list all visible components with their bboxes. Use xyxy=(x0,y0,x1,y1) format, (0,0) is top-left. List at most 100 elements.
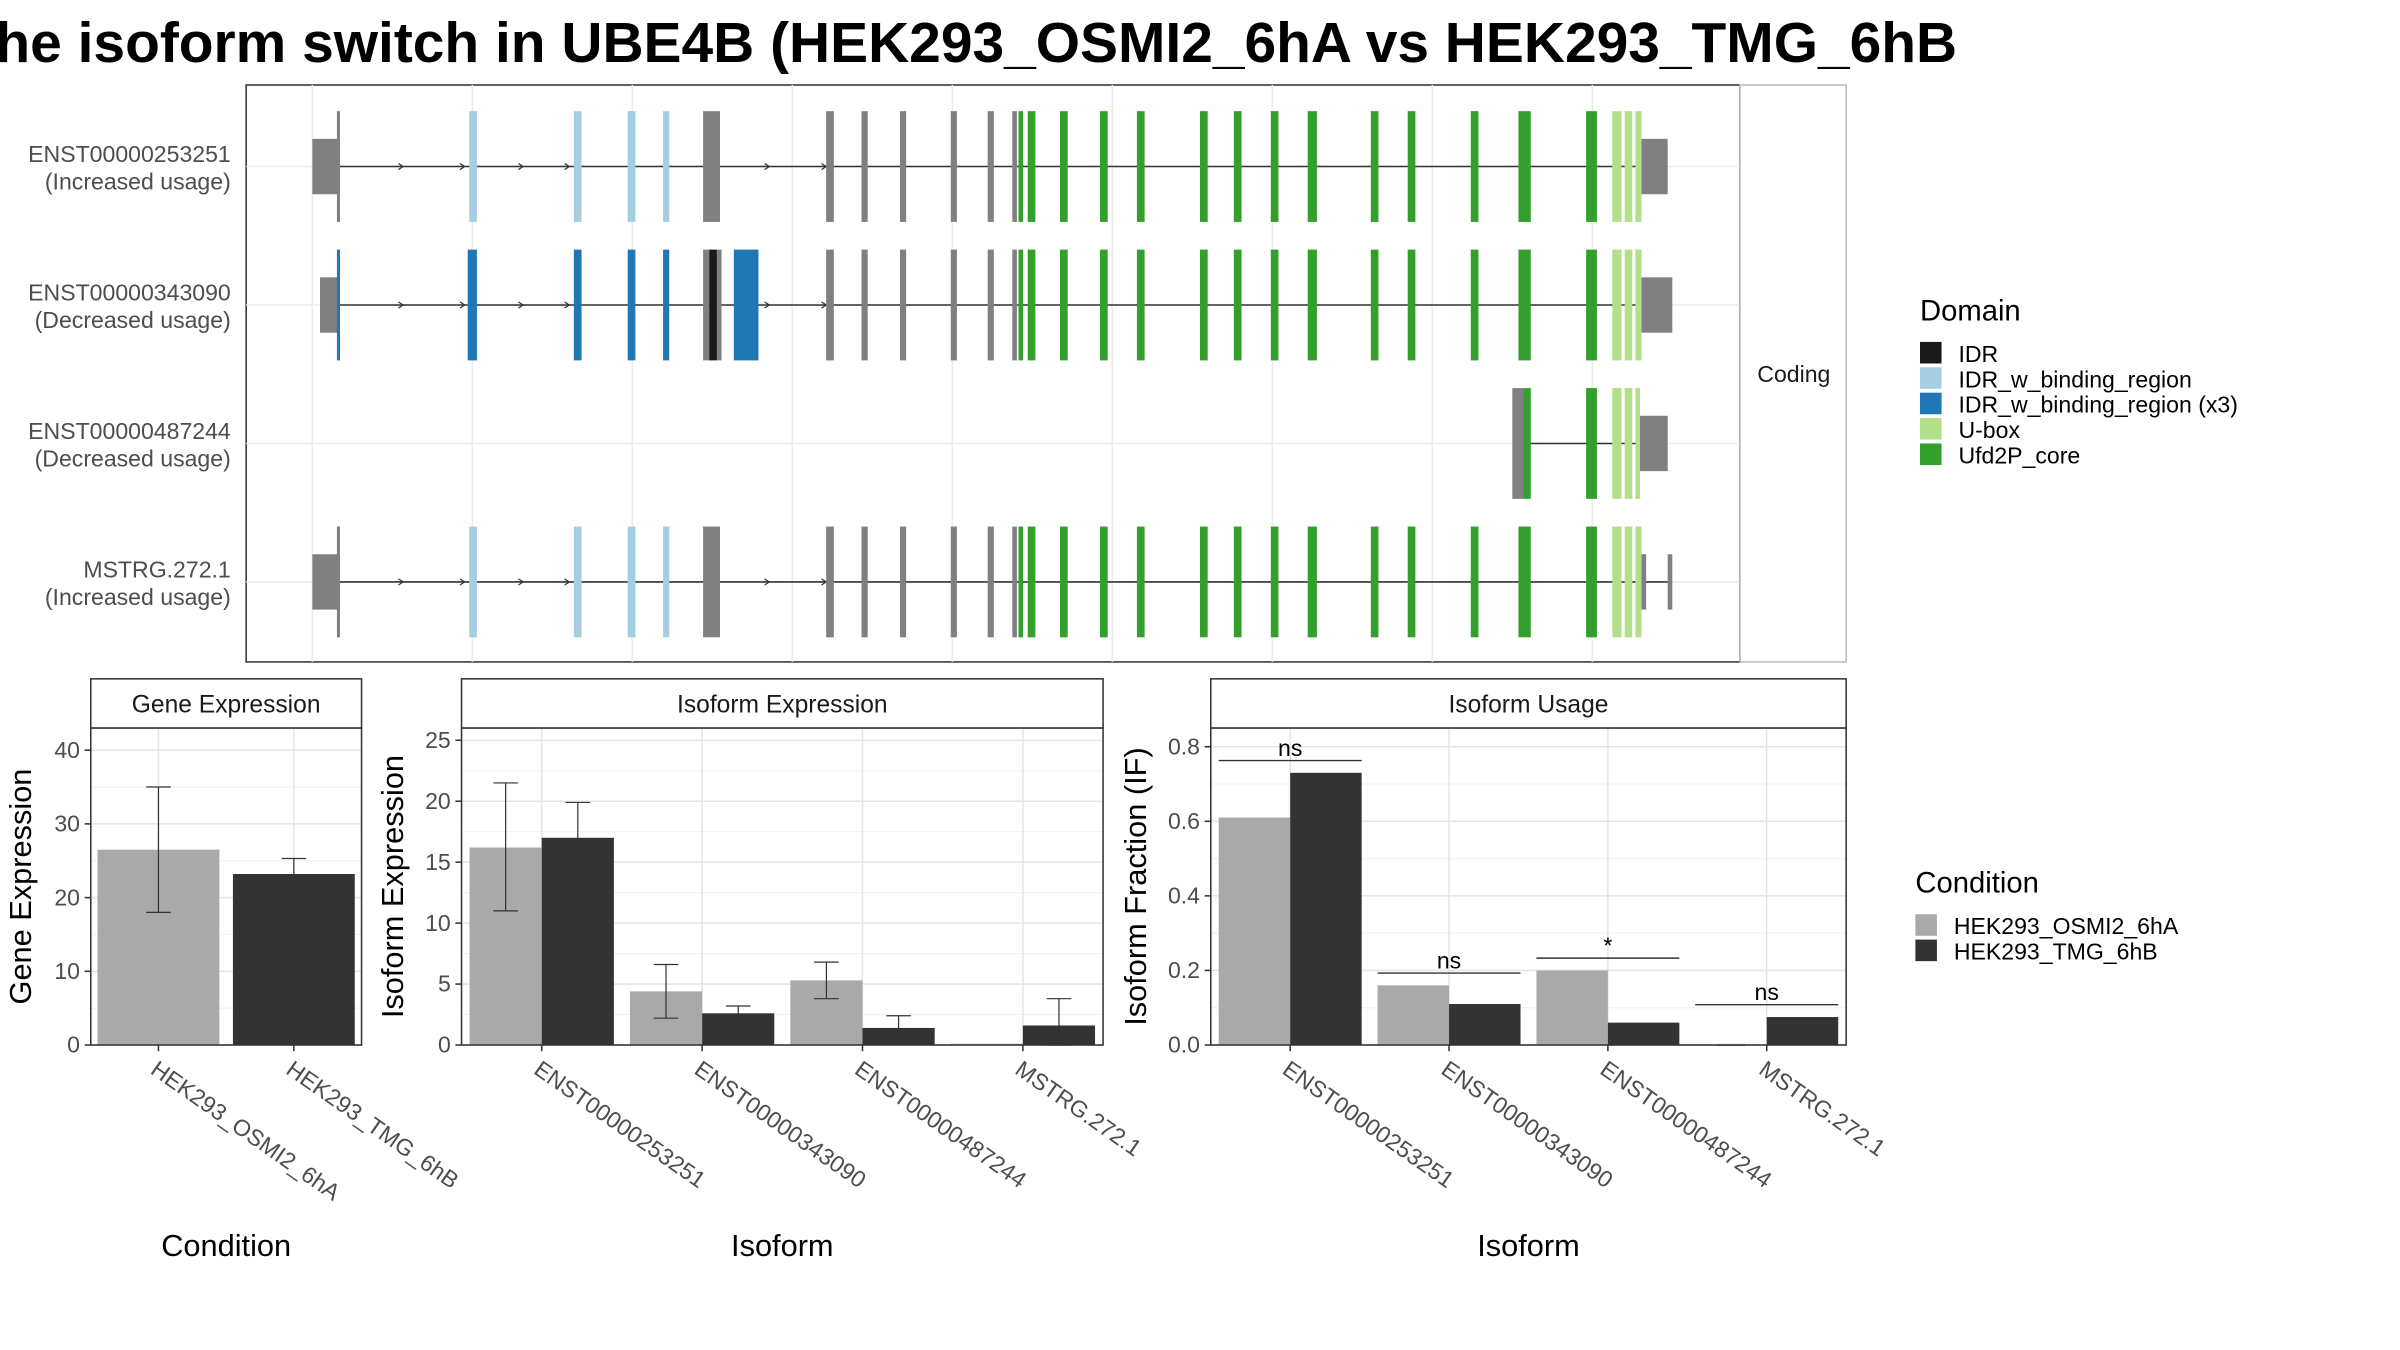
domain-legend: Domain IDRIDR_w_binding_regionIDR_w_bind… xyxy=(1920,295,2238,468)
transcript-model-4 xyxy=(312,526,1673,638)
transcript-id-label: ENST00000487244 xyxy=(28,418,231,444)
exon-idr-w-binding-region xyxy=(469,526,477,638)
exon-idr-w-binding-region xyxy=(663,526,670,638)
domain-legend-label: U-box xyxy=(1958,417,2020,443)
exon-ufd2p-core xyxy=(1370,249,1379,361)
plot-border xyxy=(460,727,1104,1046)
bar xyxy=(1449,1003,1521,1045)
utr-block xyxy=(1667,554,1673,610)
strand-arrow-icon xyxy=(518,162,525,171)
strand-arrow-icon xyxy=(518,578,525,586)
exon-u-box xyxy=(1624,388,1633,499)
exon-utr xyxy=(826,526,834,638)
y-axis-title: Gene Expression xyxy=(3,769,38,1005)
transcript-status-label: (Decreased usage) xyxy=(35,446,231,472)
y-tick-label: 10 xyxy=(54,958,80,984)
exon-u-box xyxy=(1612,526,1622,638)
exon-ufd2p-core xyxy=(1407,111,1416,222)
exon-ufd2p-core xyxy=(1200,111,1208,222)
exon-u-box xyxy=(1612,111,1622,222)
exon-ufd2p-core xyxy=(1233,249,1242,361)
exon-idr-w-binding-region-x3 xyxy=(467,249,477,361)
exon-utr xyxy=(987,111,994,222)
exon-ufd2p-core xyxy=(1470,111,1479,222)
exon-idr-w-binding-region-x3 xyxy=(336,249,340,361)
y-tick-label: 40 xyxy=(54,737,80,763)
strand-arrow-icon xyxy=(459,301,466,309)
exon-idr-w-binding-region xyxy=(627,111,636,222)
strand-arrow-icon xyxy=(764,301,771,309)
y-tick-label: 15 xyxy=(425,849,451,875)
exon-utr xyxy=(987,526,994,638)
exon-ufd2p-core xyxy=(1060,249,1068,361)
exon-idr-w-binding-region-x3 xyxy=(663,249,670,361)
y-tick-label: 20 xyxy=(425,788,451,814)
exon-ufd2p-core xyxy=(1100,526,1108,638)
transcript-panel: Coding ENST00000253251(Increased usage)E… xyxy=(28,84,1847,663)
panel-strip xyxy=(460,678,1104,729)
exon-ufd2p-core xyxy=(1270,111,1279,222)
strand-arrow-icon xyxy=(398,162,405,171)
domain-legend-swatch xyxy=(1920,443,1942,465)
exon-ufd2p-core xyxy=(1027,526,1036,638)
domain-legend-swatch xyxy=(1920,341,1942,364)
exon-u-box xyxy=(1635,111,1642,222)
transcript-model-2 xyxy=(320,249,1673,361)
exon-ufd2p-core xyxy=(1407,526,1416,638)
exon-ufd2p-core xyxy=(1307,249,1317,361)
exon-ufd2p-core xyxy=(1586,388,1597,499)
exon-utr xyxy=(1012,249,1017,361)
exon-ufd2p-core xyxy=(1523,388,1531,499)
strand-arrow-icon xyxy=(764,162,771,171)
domain-legend-swatch xyxy=(1920,418,1942,440)
y-tick-label: 0 xyxy=(438,1032,451,1058)
exon-ufd2p-core xyxy=(1370,526,1379,638)
domain-legend-label: IDR_w_binding_region xyxy=(1958,366,2191,392)
panel-title: Isoform Expression xyxy=(677,692,888,719)
exon-ufd2p-core xyxy=(1018,249,1024,361)
utr-block xyxy=(1640,138,1668,195)
exon-idr-w-binding-region-x3 xyxy=(627,249,636,361)
exon-idr-w-binding-region-x3 xyxy=(573,249,582,361)
exon-ufd2p-core xyxy=(1370,111,1379,222)
exon-ufd2p-core xyxy=(1586,111,1597,222)
exon-utr xyxy=(900,249,907,361)
significance-label: ns xyxy=(1437,947,1461,973)
exon-idr-w-binding-region xyxy=(573,111,582,222)
exon-ufd2p-core xyxy=(1586,526,1597,638)
domain-legend-swatch xyxy=(1920,392,1942,415)
y-axis-title: Isoform Fraction (IF) xyxy=(1118,747,1153,1026)
y-tick-label: 0.2 xyxy=(1168,957,1200,983)
exon-utr xyxy=(703,111,720,222)
exon-utr xyxy=(336,526,340,638)
condition-legend-swatch xyxy=(1915,914,1937,936)
exon-utr xyxy=(336,111,340,222)
transcript-id-label: MSTRG.272.1 xyxy=(83,556,230,582)
exon-idr xyxy=(709,249,717,361)
transcript-id-label: ENST00000343090 xyxy=(28,279,231,305)
exon-ufd2p-core xyxy=(1200,526,1208,638)
bar xyxy=(1536,970,1608,1045)
y-tick-label: 30 xyxy=(54,811,80,837)
exon-u-box xyxy=(1624,249,1633,361)
exon-ufd2p-core xyxy=(1307,111,1317,222)
exon-u-box xyxy=(1635,388,1640,499)
exon-ufd2p-core xyxy=(1027,111,1036,222)
strand-arrow-icon xyxy=(459,162,466,171)
significance-label: ns xyxy=(1755,979,1779,1005)
exon-ufd2p-core xyxy=(1270,526,1279,638)
utr-block xyxy=(312,138,339,195)
strand-arrow-icon xyxy=(518,301,525,309)
exon-u-box xyxy=(1635,249,1642,361)
exon-ufd2p-core xyxy=(1470,249,1479,361)
strand-arrow-icon xyxy=(764,578,771,586)
transcript-model-1 xyxy=(312,111,1668,222)
exon-idr-w-binding-region xyxy=(573,526,582,638)
exon-ufd2p-core xyxy=(1018,526,1024,638)
utr-block xyxy=(312,554,339,610)
strip-coding-label: Coding xyxy=(1757,361,1830,387)
exon-utr xyxy=(716,249,722,361)
exon-u-box xyxy=(1624,111,1633,222)
y-tick-label: 0 xyxy=(67,1032,80,1058)
strip-coding xyxy=(1739,84,1847,663)
